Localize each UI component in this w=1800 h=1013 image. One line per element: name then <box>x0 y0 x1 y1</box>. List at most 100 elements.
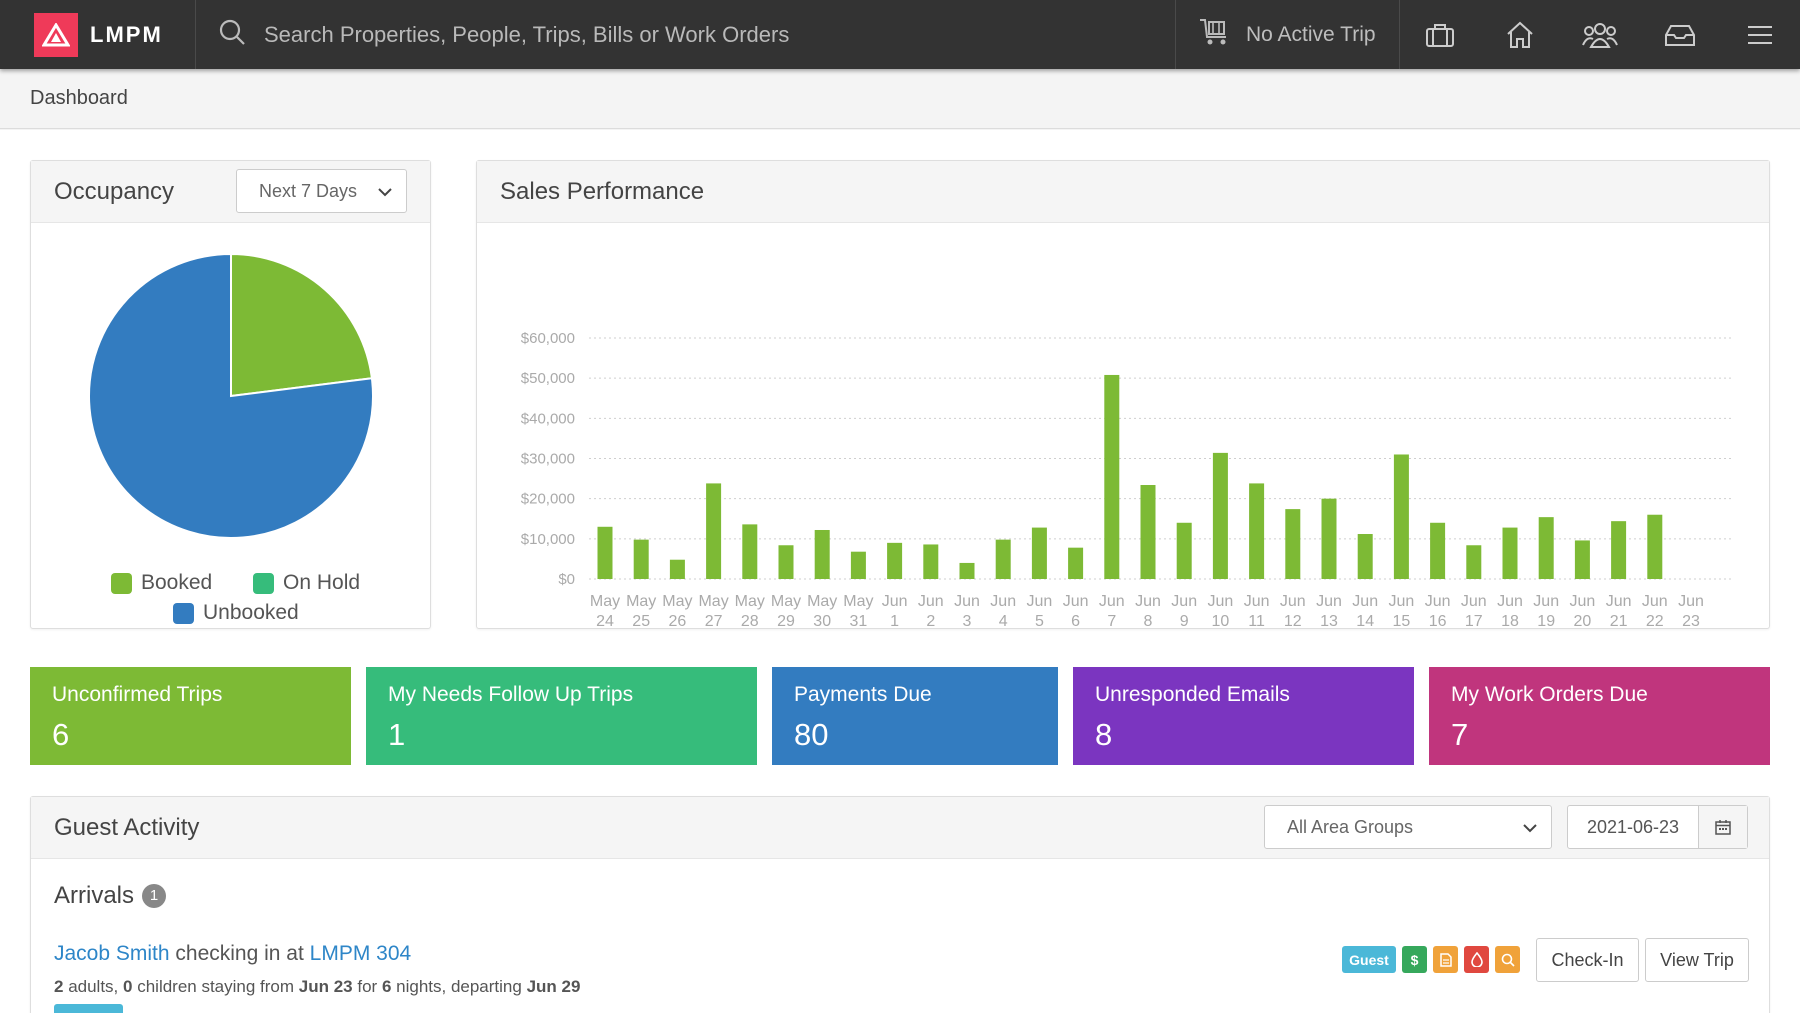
legend-booked[interactable]: Booked <box>111 571 212 595</box>
drop-icon[interactable] <box>1464 946 1489 973</box>
x-tick-day: 25 <box>632 613 650 628</box>
bar-jun-6[interactable] <box>1068 547 1084 579</box>
bar-may-24[interactable] <box>597 526 613 579</box>
x-tick-month: Jun <box>1244 593 1270 610</box>
bar-jun-10[interactable] <box>1212 452 1228 579</box>
bar-jun-5[interactable] <box>1031 527 1047 579</box>
document-icon[interactable] <box>1433 946 1458 973</box>
bar-jun-18[interactable] <box>1502 527 1518 579</box>
y-tick-label: $50,000 <box>521 370 575 387</box>
dashboard-content: Occupancy Next 7 Days Booked On Hold Unb… <box>0 130 1800 1013</box>
bar-jun-14[interactable] <box>1357 534 1373 579</box>
bar-may-26[interactable] <box>669 559 685 579</box>
x-tick-day: 22 <box>1646 613 1664 628</box>
bar-jun-12[interactable] <box>1285 509 1301 579</box>
x-tick-month: Jun <box>882 593 908 610</box>
bar-jun-17[interactable] <box>1466 545 1482 579</box>
occupancy-header: Occupancy Next 7 Days <box>31 161 430 223</box>
bar-jun-11[interactable] <box>1249 483 1265 579</box>
calendar-icon[interactable] <box>1699 806 1747 848</box>
bar-may-29[interactable] <box>778 545 794 579</box>
tile-unresponded-emails[interactable]: Unresponded Emails 8 <box>1073 667 1414 765</box>
x-tick-month: Jun <box>1027 593 1053 610</box>
x-tick-day: 20 <box>1574 613 1592 628</box>
bar-jun-19[interactable] <box>1538 517 1554 579</box>
bar-jun-21[interactable] <box>1611 521 1627 579</box>
x-tick-month: Jun <box>1171 593 1197 610</box>
bar-may-31[interactable] <box>850 551 866 579</box>
search-input[interactable] <box>264 9 1175 60</box>
occupancy-pie-chart <box>88 252 374 539</box>
bar-jun-1[interactable] <box>887 542 903 579</box>
x-tick-day: 10 <box>1212 613 1230 628</box>
bar-jun-22[interactable] <box>1647 514 1663 579</box>
briefcase-icon[interactable] <box>1400 0 1480 69</box>
bar-jun-3[interactable] <box>959 562 975 579</box>
guest-name-link[interactable]: Jacob Smith <box>54 942 170 965</box>
arrivals-count-badge: 1 <box>142 883 167 908</box>
bar-jun-16[interactable] <box>1430 522 1446 579</box>
guest-activity-header: Guest Activity All Area Groups 2021-06-2… <box>31 797 1769 859</box>
bar-jun-20[interactable] <box>1574 540 1590 579</box>
x-tick-month: Jun <box>1642 593 1668 610</box>
area-group-value: All Area Groups <box>1287 816 1414 837</box>
bar-may-27[interactable] <box>706 483 722 579</box>
adults-count: 2 <box>54 977 64 996</box>
x-tick-day: 1 <box>890 613 899 628</box>
bar-jun-7[interactable] <box>1104 374 1120 579</box>
check-in-button[interactable]: Check-In <box>1536 938 1639 982</box>
bar-jun-4[interactable] <box>995 539 1011 579</box>
tile-needs-follow-up[interactable]: My Needs Follow Up Trips 1 <box>366 667 757 765</box>
x-tick-day: 9 <box>1180 613 1189 628</box>
y-tick-label: $40,000 <box>521 410 575 427</box>
x-tick-month: Jun <box>1208 593 1234 610</box>
tile-value: 8 <box>1095 717 1113 752</box>
x-tick-month: May <box>662 593 692 610</box>
x-tick-month: Jun <box>1461 593 1487 610</box>
occupancy-range-value: Next 7 Days <box>259 180 358 201</box>
guest-tag[interactable]: Guest <box>1342 946 1396 973</box>
pie-slice-booked[interactable] <box>230 252 373 398</box>
x-tick-month: Jun <box>1316 593 1342 610</box>
menu-icon[interactable] <box>1720 0 1800 69</box>
bar-may-30[interactable] <box>814 529 830 579</box>
date-picker: 2021-06-23 <box>1567 805 1748 849</box>
pie-slice-unbooked[interactable] <box>88 252 374 539</box>
x-tick-month: Jun <box>990 593 1016 610</box>
brand-name: LMPM <box>90 21 163 47</box>
dollar-icon[interactable]: $ <box>1402 946 1427 973</box>
tile-payments-due[interactable]: Payments Due 80 <box>772 667 1058 765</box>
bar-may-28[interactable] <box>742 524 758 579</box>
x-tick-day: 29 <box>777 613 795 628</box>
inbox-icon[interactable] <box>1640 0 1720 69</box>
tile-label: My Work Orders Due <box>1451 683 1648 706</box>
search-icon[interactable] <box>1495 946 1520 973</box>
area-group-select[interactable]: All Area Groups <box>1264 805 1552 849</box>
bar-jun-9[interactable] <box>1176 522 1192 579</box>
bar-jun-13[interactable] <box>1321 498 1337 579</box>
date-input[interactable]: 2021-06-23 <box>1568 806 1699 848</box>
bar-jun-15[interactable] <box>1393 454 1409 579</box>
arrival-item-title: Jacob Smith checking in at LMPM 304 <box>54 942 411 966</box>
brand[interactable]: LMPM <box>0 0 196 69</box>
occupancy-panel: Occupancy Next 7 Days Booked On Hold Unb… <box>30 160 431 629</box>
occupancy-range-select[interactable]: Next 7 Days <box>236 169 407 213</box>
x-tick-day: 12 <box>1284 613 1302 628</box>
active-trip-status[interactable]: No Active Trip <box>1175 0 1400 69</box>
x-tick-day: 26 <box>669 613 687 628</box>
view-trip-button[interactable]: View Trip <box>1645 938 1749 982</box>
tile-work-orders-due[interactable]: My Work Orders Due 7 <box>1429 667 1770 765</box>
departure-date: Jun 29 <box>526 977 581 996</box>
legend-swatch-unbooked <box>173 602 194 624</box>
legend-unbooked[interactable]: Unbooked <box>173 601 299 625</box>
x-tick-month: Jun <box>1135 593 1161 610</box>
bar-jun-2[interactable] <box>923 544 939 579</box>
legend-on-hold[interactable]: On Hold <box>253 571 360 595</box>
arrival-date: Jun 23 <box>298 977 353 996</box>
bar-jun-8[interactable] <box>1140 485 1156 579</box>
home-icon[interactable] <box>1480 0 1560 69</box>
people-icon[interactable] <box>1560 0 1640 69</box>
property-link[interactable]: LMPM 304 <box>309 942 412 965</box>
bar-may-25[interactable] <box>633 539 649 579</box>
tile-unconfirmed-trips[interactable]: Unconfirmed Trips 6 <box>30 667 351 765</box>
